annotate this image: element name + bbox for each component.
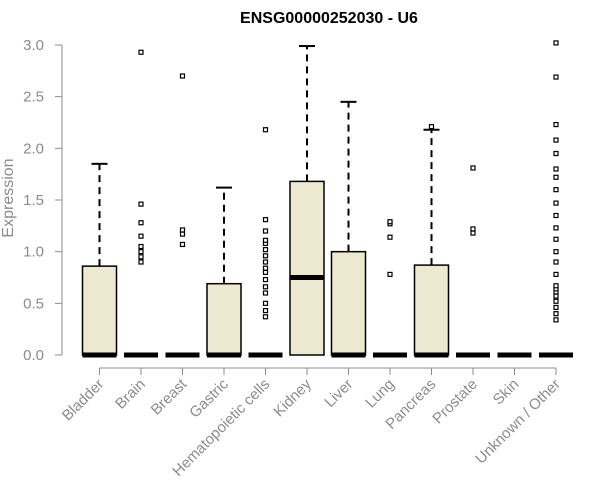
outlier-point [470,230,476,236]
outlier-point [262,276,269,283]
outlier-point [262,284,269,290]
outlier-point [553,187,559,193]
outlier-point [262,300,269,306]
box-unknown-other [539,40,573,358]
outlier-point [553,121,559,128]
outlier-point [262,228,269,234]
outlier-point [553,236,559,242]
outlier-point [179,241,186,248]
box-gastric [206,186,242,358]
outlier-point [262,217,269,223]
box-iqr [413,264,450,356]
outlier-point [262,247,269,253]
outlier-point [262,314,269,320]
outlier-point [428,124,435,130]
outlier-point [179,231,186,237]
outlier-point [138,201,144,207]
outlier-point [138,254,144,260]
x-tick-label: Breast [148,375,191,418]
outlier-point [138,49,144,55]
outlier-point [553,166,559,172]
outlier-point [179,73,186,79]
boxes [81,40,573,358]
x-tick-label: Brain [112,376,149,413]
outlier-point [553,212,559,219]
outlier-point [553,40,559,46]
box-prostate [456,165,490,358]
y-tick-label: 3.0 [23,37,44,54]
x-tick-label: Liver [321,376,356,411]
x-tick-label: Prostate [429,376,481,428]
y-tick-label: 1.0 [23,244,44,261]
outlier-point [553,200,559,206]
y-tick-label: 2.5 [23,89,44,106]
outlier-point [138,259,144,265]
x-tick-label: Lung [362,376,398,412]
outlier-point [553,283,559,289]
chart-title: ENSG00000252030 - U6 [240,10,418,27]
box-bladder [81,162,118,358]
box-hematopoietic-cells [248,127,283,358]
outlier-point [470,226,476,232]
outlier-point [553,249,559,255]
outlier-point [179,227,186,233]
outlier-point [553,311,559,317]
outlier-point [138,249,144,255]
outlier-point [138,243,144,250]
box-iqr [289,180,325,356]
outlier-point [387,219,393,225]
box-kidney [289,45,325,356]
x-tick-label: Bladder [59,376,108,425]
outlier-point [262,265,269,271]
y-tick-label: 2.0 [23,140,44,157]
y-tick-label: 0.0 [23,347,44,364]
outlier-point [553,74,559,80]
outlier-point [387,234,393,240]
box-iqr [81,265,118,356]
y-tick-label: 1.5 [23,192,44,209]
axes: 0.0 0.5 1.0 1.5 2.0 2.5 3.0 [23,37,556,369]
outlier-point [138,220,144,226]
outlier-point [553,317,559,323]
outlier-point [262,127,269,133]
outlier-point [262,290,269,296]
outlier-point [553,293,559,299]
outlier-point [262,307,269,314]
box-brain [124,49,158,358]
outlier-point [553,174,559,180]
outlier-point [262,253,269,259]
box-breast [165,73,200,358]
outlier-point [262,269,269,275]
outlier-point [262,259,269,265]
y-tick-label: 0.5 [23,295,44,312]
box-liver [330,100,367,358]
outlier-point [470,165,476,171]
outlier-point [553,271,559,277]
outlier-point [553,298,559,304]
outlier-point [138,233,144,239]
box-lung [373,219,407,358]
outlier-point [553,137,559,143]
x-tick-label: Kidney [270,375,315,420]
outlier-point [387,271,393,277]
outlier-point [553,150,559,157]
outlier-point [553,304,559,311]
box-iqr [330,250,367,356]
outlier-point [553,259,559,265]
x-tick-label: Skin [490,376,523,409]
outlier-point [553,225,559,231]
box-iqr [206,282,242,356]
y-axis-label: Expression [0,158,17,237]
box-pancreas [413,124,450,358]
outlier-point [262,237,269,243]
